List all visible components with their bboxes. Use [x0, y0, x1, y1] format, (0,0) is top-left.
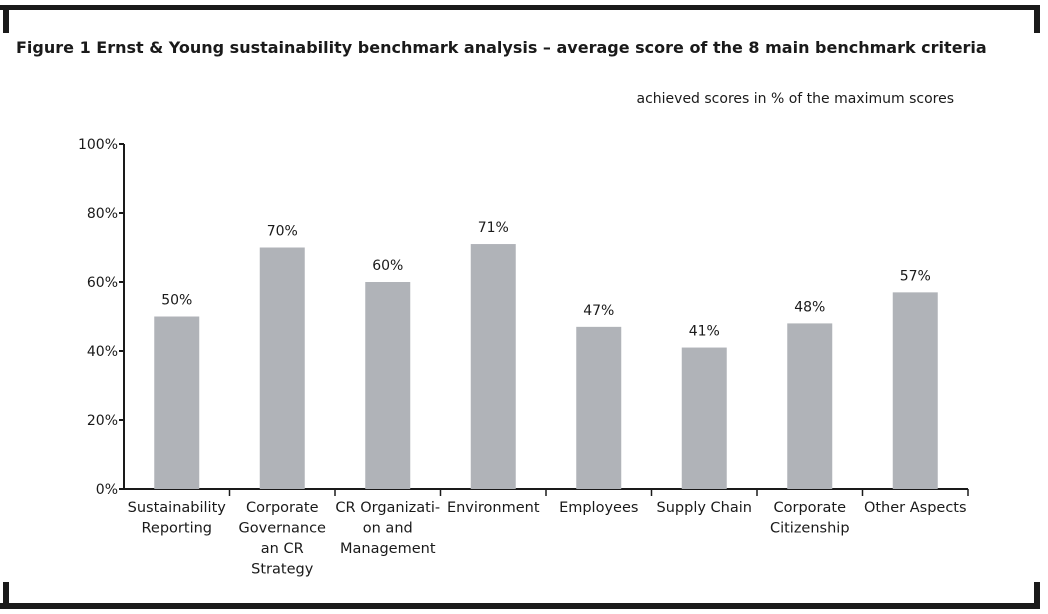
bar	[365, 282, 411, 489]
frame-bottom-left-tick	[3, 582, 9, 609]
bar-value-label: 60%	[372, 258, 403, 274]
frame-bottom-right-tick	[1034, 582, 1040, 609]
y-tick-label: 40%	[87, 344, 118, 360]
y-tick-label: 100%	[78, 137, 118, 153]
x-tick-label: Other Aspects	[864, 500, 967, 516]
y-tick-label: 0%	[96, 482, 118, 498]
bar	[576, 326, 622, 489]
chart-title: Figure 1 Ernst & Young sustainability be…	[16, 38, 987, 57]
x-tick-label: Corporate Citizenship	[770, 500, 850, 537]
frame-bottom-bar	[0, 603, 1040, 609]
bar-value-label: 41%	[689, 324, 720, 340]
frame-top-left-tick	[3, 5, 9, 33]
bar-value-label: 48%	[794, 299, 825, 315]
chart-subtitle: achieved scores in % of the maximum scor…	[636, 91, 955, 107]
bar-value-label: 70%	[267, 224, 298, 240]
y-tick-label: 20%	[87, 413, 118, 429]
bar-value-label: 50%	[161, 293, 192, 309]
bar	[892, 292, 938, 489]
bar-value-label: 57%	[900, 268, 931, 284]
x-tick-label: Supply Chain	[657, 500, 752, 516]
bar	[787, 323, 833, 489]
bar	[259, 247, 305, 489]
bar	[154, 316, 200, 489]
x-tick-label: Employees	[559, 500, 638, 516]
y-tick-label: 80%	[87, 206, 118, 222]
x-tick-label: Corporate Governance an CR Strategy	[239, 500, 327, 578]
y-tick-label: 60%	[87, 275, 118, 291]
x-tick-label: CR Organizati-on and Management	[335, 500, 440, 557]
bar	[681, 347, 727, 489]
x-tick-label: Sustainability Reporting	[128, 500, 227, 537]
bar	[470, 244, 516, 489]
bar-value-label: 71%	[478, 220, 509, 236]
bar-value-label: 47%	[583, 303, 614, 319]
frame-top-bar	[0, 5, 1040, 10]
frame-top-right-tick	[1034, 5, 1040, 33]
x-tick-label: Environment	[447, 500, 540, 516]
